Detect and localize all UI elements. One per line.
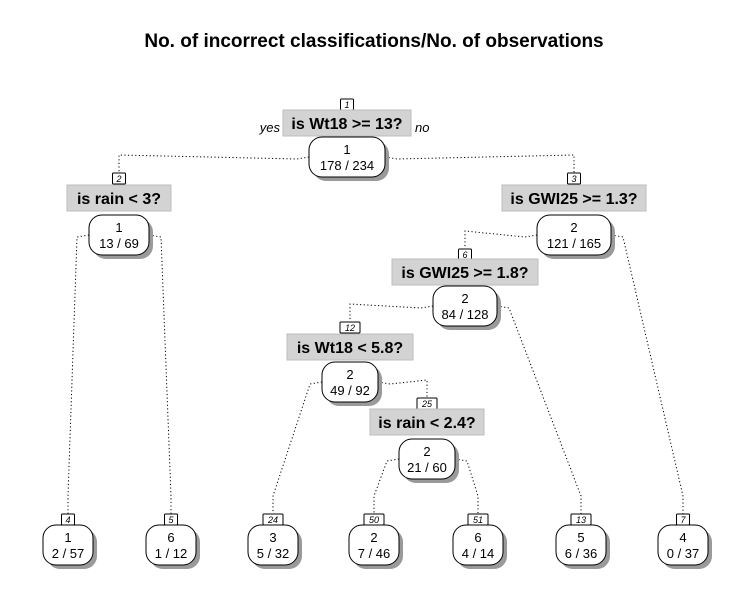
yes-branch-label: yes — [259, 120, 281, 135]
node-stats: 121 / 165 — [547, 236, 601, 251]
split-condition-box — [501, 184, 647, 212]
split-condition: is Wt18 >= 13? — [291, 116, 402, 133]
node-class: 1 — [64, 530, 71, 545]
tree-node-7: 7 40 / 37 — [657, 513, 712, 569]
tree-node-4: 4 12 / 57 — [42, 513, 97, 569]
node-stats: 5 / 32 — [257, 546, 290, 561]
node-box — [432, 285, 498, 327]
node-number: 2 — [115, 174, 121, 184]
tree-edges — [67, 154, 684, 514]
node-box — [42, 524, 94, 566]
split-condition-box — [66, 184, 172, 212]
edge-12-to-24 — [272, 381, 323, 514]
node-number-box — [339, 321, 361, 334]
node-stats: 1 / 12 — [155, 546, 188, 561]
diagram-title: No. of incorrect classifications/No. of … — [144, 31, 603, 52]
tree-node-6: 6 is GWI25 >= 1.8? 284 / 128 — [391, 248, 539, 330]
node-number: 50 — [369, 515, 379, 525]
edge-1-to-3 — [384, 154, 575, 173]
node-stats: 49 / 92 — [330, 383, 370, 398]
tree-node-25: 25 is rain < 2.4? 221 / 60 — [369, 397, 485, 483]
node-number: 6 — [462, 250, 467, 260]
split-condition-box — [286, 333, 414, 361]
tree-node-24: 24 35 / 32 — [247, 513, 302, 569]
edge-3-to-7 — [610, 234, 684, 514]
node-class: 3 — [269, 530, 276, 545]
node-class: 6 — [474, 530, 481, 545]
edge-1-to-2 — [118, 154, 310, 173]
node-number: 3 — [571, 174, 576, 184]
split-condition: is rain < 3? — [77, 191, 161, 208]
node-stats: 2 / 57 — [52, 546, 85, 561]
node-box — [555, 524, 607, 566]
node-box — [247, 524, 299, 566]
node-box — [88, 214, 150, 256]
node-number: 4 — [65, 515, 70, 525]
node-box — [308, 136, 386, 178]
edge-12-to-25 — [377, 379, 428, 398]
node-stats: 178 / 234 — [320, 158, 374, 173]
edge-2-to-4 — [67, 234, 90, 514]
node-box — [398, 438, 456, 480]
node-stats: 6 / 36 — [565, 546, 598, 561]
node-class: 2 — [346, 367, 353, 382]
node-number: 13 — [576, 515, 586, 525]
node-class: 2 — [570, 220, 577, 235]
no-branch-label: no — [415, 120, 429, 135]
split-condition: is GWI25 >= 1.3? — [510, 191, 637, 208]
node-class: 1 — [343, 142, 350, 157]
node-box — [348, 524, 400, 566]
edge-3-to-6 — [464, 230, 538, 249]
tree-node-51: 51 64 / 14 — [452, 513, 507, 569]
node-number: 25 — [421, 399, 433, 409]
node-class: 2 — [461, 291, 468, 306]
node-number: 5 — [168, 515, 174, 525]
node-number-box — [112, 172, 126, 185]
node-number: 51 — [473, 515, 483, 525]
node-stats: 7 / 46 — [358, 546, 391, 561]
node-number: 24 — [267, 515, 278, 525]
split-condition-box — [391, 258, 539, 286]
edge-25-to-50 — [373, 458, 400, 514]
tree-node-5: 5 61 / 12 — [145, 513, 200, 569]
node-box — [145, 524, 197, 566]
tree-node-13: 13 56 / 36 — [555, 513, 610, 569]
edge-6-to-12 — [349, 303, 434, 322]
edge-25-to-51 — [454, 458, 479, 514]
edge-2-to-5 — [148, 234, 172, 514]
node-box — [452, 524, 504, 566]
node-class: 1 — [115, 220, 122, 235]
node-class: 2 — [423, 444, 430, 459]
split-condition: is GWI25 >= 1.8? — [401, 265, 528, 282]
split-condition-box — [369, 408, 485, 436]
edge-6-to-13 — [496, 305, 582, 514]
node-number: 12 — [345, 323, 355, 333]
split-condition-box — [282, 109, 412, 137]
node-stats: 21 / 60 — [407, 460, 447, 475]
node-stats: 84 / 128 — [442, 307, 489, 322]
node-stats: 0 / 37 — [667, 546, 700, 561]
node-box — [536, 214, 612, 256]
node-box — [321, 361, 379, 403]
node-box — [657, 524, 709, 566]
split-condition: is rain < 2.4? — [378, 415, 475, 432]
tree-node-50: 50 27 / 46 — [348, 513, 403, 569]
tree-node-12: 12 is Wt18 < 5.8? 249 / 92 — [286, 321, 414, 406]
node-number-box — [567, 172, 581, 185]
node-class: 5 — [577, 530, 584, 545]
split-condition: is Wt18 < 5.8? — [297, 340, 403, 357]
node-number: 1 — [344, 100, 349, 110]
node-number: 7 — [680, 515, 686, 525]
node-stats: 13 / 69 — [99, 236, 139, 251]
tree-node-2: 2 is rain < 3? 113 / 69 — [66, 172, 172, 259]
node-stats: 4 / 14 — [462, 546, 495, 561]
node-class: 2 — [370, 530, 377, 545]
node-class: 4 — [679, 530, 686, 545]
node-class: 6 — [167, 530, 174, 545]
